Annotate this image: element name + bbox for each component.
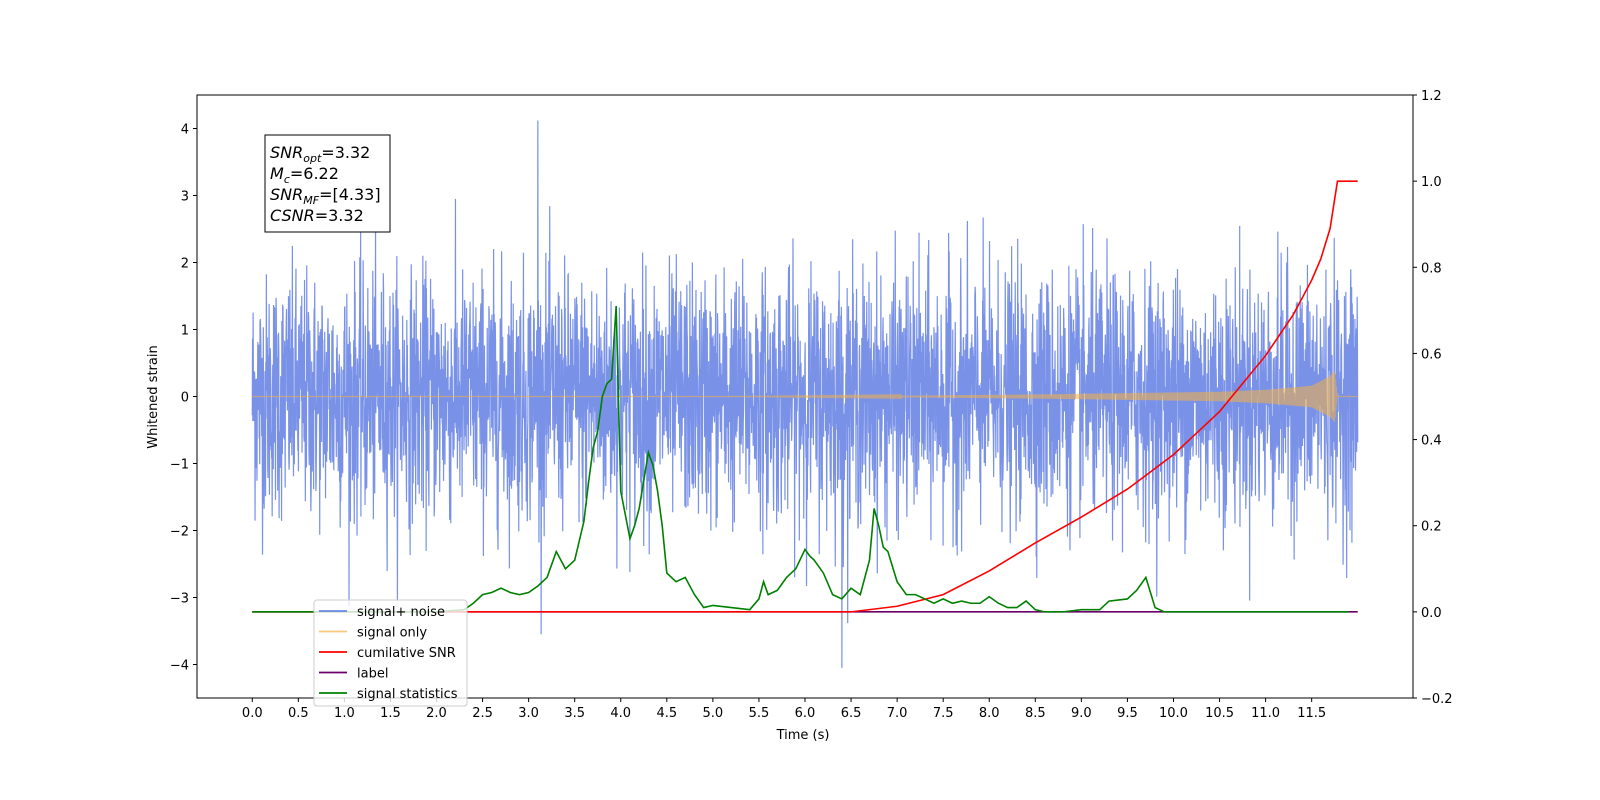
x-axis-ticks: 0.0 0.5 1.0 1.5 2.0 2.5 3.0 3.5 4.0 4.5 5.0 5.5 6.0 6… bbox=[242, 698, 1326, 721]
x-tick-label: 2.0 bbox=[426, 706, 447, 721]
stats-line: SNRMF=[4.33] bbox=[270, 185, 381, 207]
x-tick-label: 2.5 bbox=[472, 706, 493, 721]
left-y-tick-label: 4 bbox=[181, 123, 189, 138]
left-y-tick-label: 1 bbox=[181, 324, 189, 339]
legend-label: signal statistics bbox=[357, 687, 458, 702]
x-tick-label: 11.5 bbox=[1297, 706, 1326, 721]
y-axis-label: Whitened strain bbox=[146, 345, 161, 448]
legend-frame bbox=[313, 599, 468, 707]
left-y-tick-label: 0 bbox=[181, 391, 189, 406]
stats-line: Mc=6.22 bbox=[270, 164, 339, 186]
right-y-tick-label: 0.4 bbox=[1421, 434, 1442, 449]
x-tick-label: 4.5 bbox=[656, 706, 677, 721]
legend-label: cumilative SNR bbox=[357, 646, 456, 661]
left-y-tick-label: 2 bbox=[181, 257, 189, 272]
series-cumulative-snr-line bbox=[252, 180, 1358, 613]
stats-box-frame bbox=[264, 134, 391, 233]
x-tick-label: 1.0 bbox=[334, 706, 355, 721]
x-tick-label: 6.5 bbox=[841, 706, 862, 721]
right-y-tick-label: 1.0 bbox=[1421, 175, 1442, 190]
x-tick-label: 11.0 bbox=[1251, 706, 1280, 721]
series-layer bbox=[251, 120, 1359, 668]
left-y-axis-ticks: 4 3 2 1 0 −1 −2 −3 −4 bbox=[170, 123, 197, 674]
x-tick-label: 9.0 bbox=[1071, 706, 1092, 721]
x-tick-label: 8.5 bbox=[1025, 706, 1046, 721]
x-tick-label: 4.0 bbox=[610, 706, 631, 721]
series-signal-noise-line bbox=[251, 120, 1359, 668]
x-tick-label: 10.5 bbox=[1205, 706, 1234, 721]
right-y-tick-label: −0.2 bbox=[1421, 692, 1453, 707]
x-tick-label: 8.0 bbox=[979, 706, 1000, 721]
left-y-tick-label: −3 bbox=[170, 592, 189, 607]
x-tick-label: 0.5 bbox=[288, 706, 309, 721]
series-signal-only-line bbox=[252, 371, 1358, 422]
x-tick-label: 3.5 bbox=[564, 706, 585, 721]
x-tick-label: 5.5 bbox=[749, 706, 770, 721]
stats-line: CSNR=3.32 bbox=[270, 206, 364, 225]
x-tick-label: 7.5 bbox=[933, 706, 954, 721]
right-y-tick-label: 0.6 bbox=[1421, 347, 1442, 362]
x-tick-label: 10.0 bbox=[1159, 706, 1188, 721]
left-y-tick-label: −4 bbox=[170, 659, 189, 674]
legend-label: signal only bbox=[357, 626, 427, 641]
x-axis-label: Time (s) bbox=[776, 728, 830, 743]
right-y-tick-label: 0.0 bbox=[1421, 606, 1442, 621]
x-tick-label: 1.5 bbox=[380, 706, 401, 721]
x-tick-label: 6.0 bbox=[795, 706, 816, 721]
x-tick-label: 5.0 bbox=[703, 706, 724, 721]
legend-label: signal+ noise bbox=[357, 605, 445, 620]
x-tick-label: 7.0 bbox=[887, 706, 908, 721]
right-y-tick-label: 1.2 bbox=[1421, 89, 1442, 104]
left-y-tick-label: −2 bbox=[170, 525, 189, 540]
right-y-tick-label: 0.8 bbox=[1421, 261, 1442, 276]
left-y-tick-label: −1 bbox=[170, 458, 189, 473]
x-tick-label: 0.0 bbox=[242, 706, 263, 721]
x-tick-label: 3.0 bbox=[518, 706, 539, 721]
legend-label: label bbox=[357, 667, 388, 682]
x-tick-label: 9.5 bbox=[1117, 706, 1138, 721]
series-signal-statistics-line bbox=[252, 305, 1349, 613]
right-y-tick-label: 0.2 bbox=[1421, 520, 1442, 535]
legend: signal+ noise signal only cumilative SNR la… bbox=[313, 599, 468, 707]
right-y-axis-ticks: 1.2 1.0 0.8 0.6 0.4 0.2 0.0 −0.2 bbox=[1413, 89, 1453, 707]
stats-line: SNRopt=3.32 bbox=[270, 143, 370, 165]
left-y-tick-label: 3 bbox=[181, 190, 189, 205]
